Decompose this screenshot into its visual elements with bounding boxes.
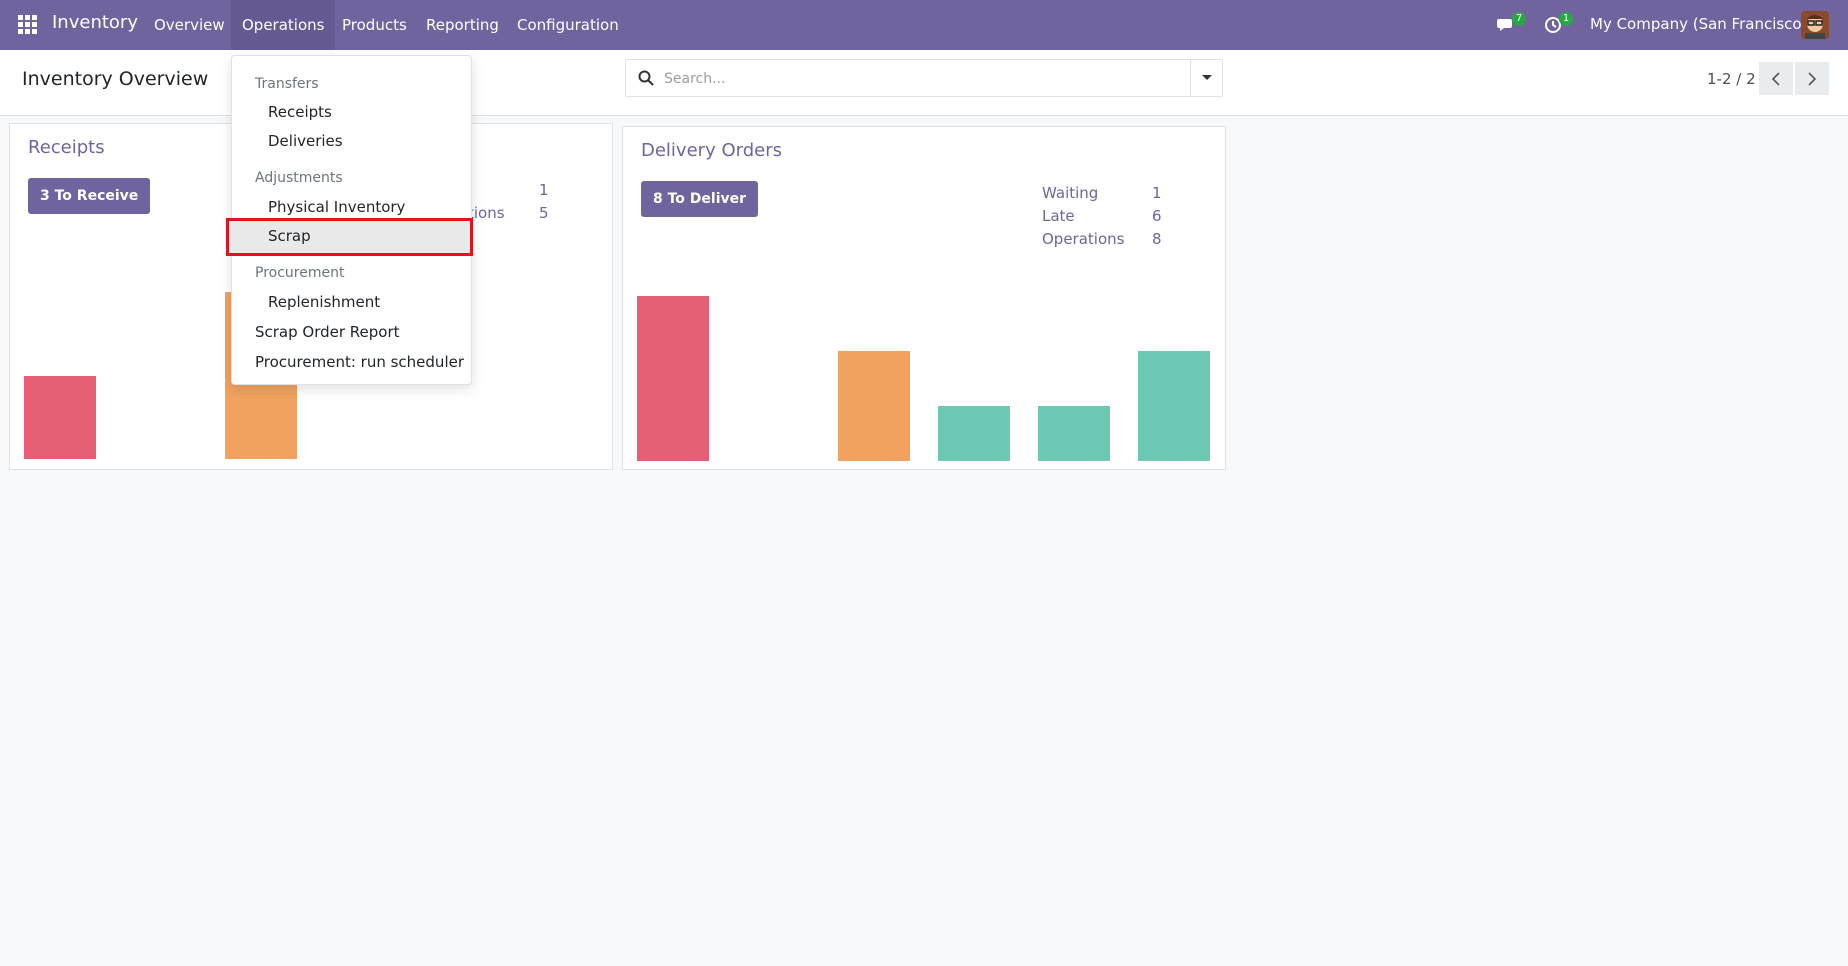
app-name[interactable]: Inventory xyxy=(52,12,138,33)
menu-operations[interactable]: Operations xyxy=(231,0,336,50)
menu-products[interactable]: Products xyxy=(342,16,407,34)
menu-item-receipts[interactable]: Receipts xyxy=(268,103,332,121)
delivery-orders-card: Delivery Orders 8 To Deliver Waiting 1 L… xyxy=(622,126,1226,470)
to-receive-button[interactable]: 3 To Receive xyxy=(28,178,151,214)
dropdown-header-transfers: Transfers xyxy=(255,76,319,92)
receipts-bar-1[interactable] xyxy=(24,376,96,459)
search-input[interactable] xyxy=(664,68,1164,90)
menu-item-physical-inventory[interactable]: Physical Inventory xyxy=(268,198,406,216)
dropdown-header-adjustments: Adjustments xyxy=(255,170,343,186)
page-title: Inventory Overview xyxy=(22,68,209,90)
delivery-bar-1[interactable] xyxy=(637,296,709,461)
menu-item-replenishment[interactable]: Replenishment xyxy=(268,293,381,311)
dropdown-header-procurement: Procurement xyxy=(255,265,345,281)
delivery-orders-title[interactable]: Delivery Orders xyxy=(641,140,782,161)
grid-icon[interactable] xyxy=(18,15,38,35)
receipts-stat-value-2[interactable]: 5 xyxy=(539,204,549,222)
menu-item-deliveries[interactable]: Deliveries xyxy=(268,132,343,150)
chevron-right-icon xyxy=(1808,72,1817,86)
activities-badge: 1 xyxy=(1559,12,1573,26)
chevron-left-icon xyxy=(1771,72,1780,86)
stat-label-late[interactable]: Late xyxy=(1042,207,1075,225)
menu-item-scrap[interactable]: Scrap xyxy=(226,218,473,256)
search-icon xyxy=(638,70,654,86)
pager-previous[interactable] xyxy=(1759,62,1793,95)
stat-label-waiting[interactable]: Waiting xyxy=(1042,184,1099,202)
stat-value-waiting[interactable]: 1 xyxy=(1152,184,1162,202)
to-deliver-button[interactable]: 8 To Deliver xyxy=(641,181,759,217)
stat-value-operations[interactable]: 8 xyxy=(1152,230,1162,248)
stat-label-operations[interactable]: Operations xyxy=(1042,230,1125,248)
menu-overview[interactable]: Overview xyxy=(154,16,225,34)
menu-item-scrap-label: Scrap xyxy=(268,227,311,245)
messages-badge: 7 xyxy=(1512,12,1526,26)
pager-value[interactable]: 1-2 / 2 xyxy=(1707,70,1756,88)
menu-reporting[interactable]: Reporting xyxy=(426,16,499,34)
delivery-bar-5[interactable] xyxy=(1138,351,1210,461)
search-box[interactable] xyxy=(625,59,1223,97)
pager-next[interactable] xyxy=(1795,62,1829,95)
company-switcher[interactable]: My Company (San Francisco) xyxy=(1590,15,1808,33)
receipts-title[interactable]: Receipts xyxy=(28,137,105,158)
clock-icon[interactable]: 1 xyxy=(1543,12,1573,35)
stat-value-late[interactable]: 6 xyxy=(1152,207,1162,225)
caret-down-icon xyxy=(1202,75,1212,80)
delivery-bar-4[interactable] xyxy=(1038,406,1110,461)
menu-item-run-scheduler[interactable]: Procurement: run scheduler xyxy=(255,353,465,371)
chat-icon[interactable]: 7 xyxy=(1496,12,1526,35)
menu-item-scrap-order-report[interactable]: Scrap Order Report xyxy=(255,323,400,341)
delivery-bar-3[interactable] xyxy=(938,406,1010,461)
menu-configuration[interactable]: Configuration xyxy=(517,16,619,34)
delivery-bar-2[interactable] xyxy=(838,351,910,461)
receipts-stat-value-1[interactable]: 1 xyxy=(539,181,549,199)
receipts-stat-label-2[interactable]: tions xyxy=(468,204,505,222)
top-navbar: Inventory Overview Operations Products R… xyxy=(0,0,1848,50)
avatar[interactable] xyxy=(1801,11,1829,39)
search-options-toggle[interactable] xyxy=(1190,60,1222,96)
